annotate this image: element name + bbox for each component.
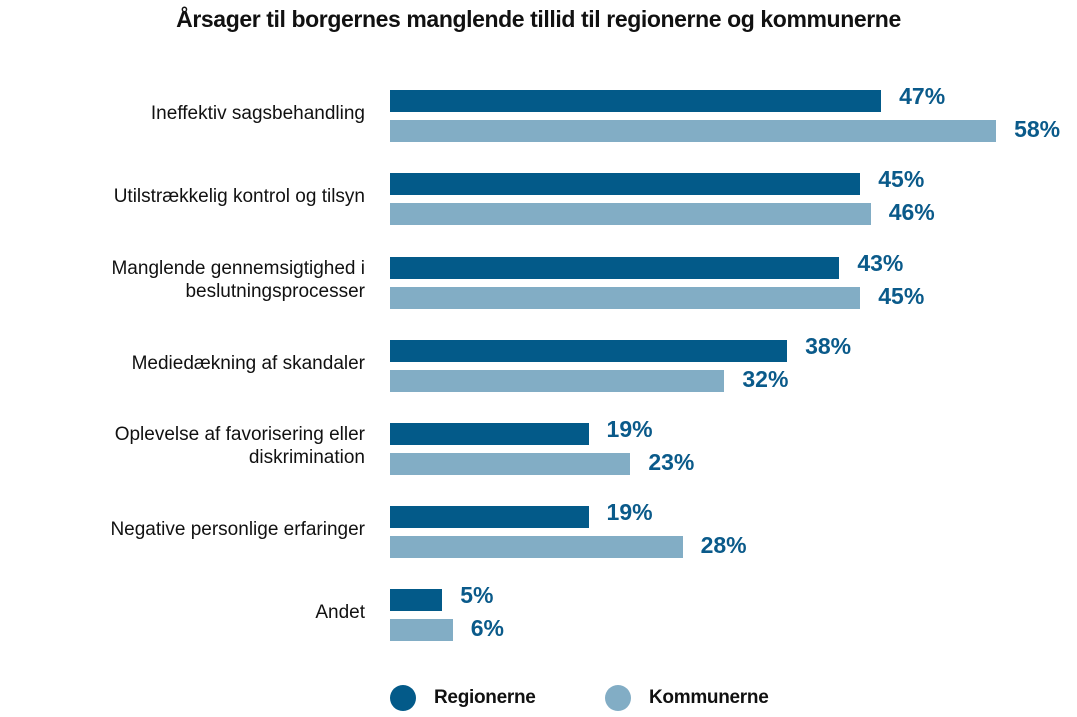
bar-group: Andet 5% 6% xyxy=(0,582,1077,641)
bar-group: Oplevelse af favorisering eller diskrimin… xyxy=(0,416,1077,475)
value-label-kommunerne: 32% xyxy=(742,366,789,392)
category-label-line: beslutningsprocesser xyxy=(185,281,365,302)
value-label-kommunerne: 45% xyxy=(878,283,925,309)
value-label-kommunerne: 23% xyxy=(648,449,695,475)
category-label-line: Ineffektiv sagsbehandling xyxy=(150,103,365,124)
value-label-regionerne: 19% xyxy=(606,499,653,525)
value-label-kommunerne: 46% xyxy=(888,199,935,225)
legend-item-kommunerne: Kommunerne xyxy=(605,685,769,711)
bar-regionerne xyxy=(390,257,840,279)
chart-title: Årsager til borgernes manglende tillid t… xyxy=(176,6,901,32)
value-label-regionerne: 43% xyxy=(857,250,904,276)
value-label-kommunerne: 6% xyxy=(470,615,504,641)
category-label: Negative personlige erfaringer xyxy=(5,518,365,541)
category-label: Andet xyxy=(5,601,365,624)
bar-regionerne xyxy=(390,340,788,362)
category-label: Mediedækning af skandaler xyxy=(5,352,365,375)
bar-kommunerne xyxy=(390,120,997,142)
value-label-regionerne: 47% xyxy=(899,83,946,109)
bar-kommunerne xyxy=(390,370,725,392)
category-label: Oplevelse af favorisering eller diskrimin… xyxy=(5,423,365,469)
category-label: Ineffektiv sagsbehandling xyxy=(5,102,365,125)
bar-group: Negative personlige erfaringer 19% 28% xyxy=(0,499,1077,558)
legend: Regionerne Kommunerne xyxy=(0,685,1077,715)
bar-group: Utilstrækkelig kontrol og tilsyn 45% 46% xyxy=(0,166,1077,225)
legend-swatch-kommunerne-icon xyxy=(605,685,631,711)
bar-regionerne xyxy=(390,506,589,528)
category-label-line: diskrimination xyxy=(248,447,365,468)
bar-group: Mediedækning af skandaler 38% 32% xyxy=(0,333,1077,392)
category-label: Manglende gennemsigtighed i beslutningspr… xyxy=(5,257,365,303)
value-label-kommunerne: 28% xyxy=(700,532,747,558)
bar-regionerne xyxy=(390,90,882,112)
legend-swatch-regionerne-icon xyxy=(390,685,416,711)
category-label-line: Negative personlige erfaringer xyxy=(110,519,365,540)
value-label-regionerne: 38% xyxy=(805,333,852,359)
value-label-regionerne: 5% xyxy=(460,582,494,608)
bar-kommunerne xyxy=(390,453,631,475)
bar-kommunerne xyxy=(390,287,861,309)
bar-kommunerne xyxy=(390,536,683,558)
category-label-line: Utilstrækkelig kontrol og tilsyn xyxy=(113,186,365,207)
category-label: Utilstrækkelig kontrol og tilsyn xyxy=(5,185,365,208)
category-label-line: Oplevelse af favorisering eller xyxy=(114,424,365,445)
legend-label-kommunerne: Kommunerne xyxy=(649,687,769,708)
legend-item-regionerne: Regionerne xyxy=(390,685,536,711)
category-label-line: Andet xyxy=(315,602,365,623)
category-label-line: Manglende gennemsigtighed i xyxy=(111,258,365,279)
legend-label-regionerne: Regionerne xyxy=(434,687,536,708)
bar-regionerne xyxy=(390,423,589,445)
value-label-kommunerne: 58% xyxy=(1014,116,1061,142)
bar-regionerne xyxy=(390,589,443,611)
value-label-regionerne: 45% xyxy=(878,166,925,192)
bar-regionerne xyxy=(390,173,861,195)
bar-group: Manglende gennemsigtighed i beslutningspr… xyxy=(0,250,1077,309)
bar-kommunerne xyxy=(390,203,871,225)
bar-group: Ineffektiv sagsbehandling 47% 58% xyxy=(0,83,1077,142)
bar-kommunerne xyxy=(390,619,453,641)
category-label-line: Mediedækning af skandaler xyxy=(131,353,365,374)
value-label-regionerne: 19% xyxy=(606,416,653,442)
